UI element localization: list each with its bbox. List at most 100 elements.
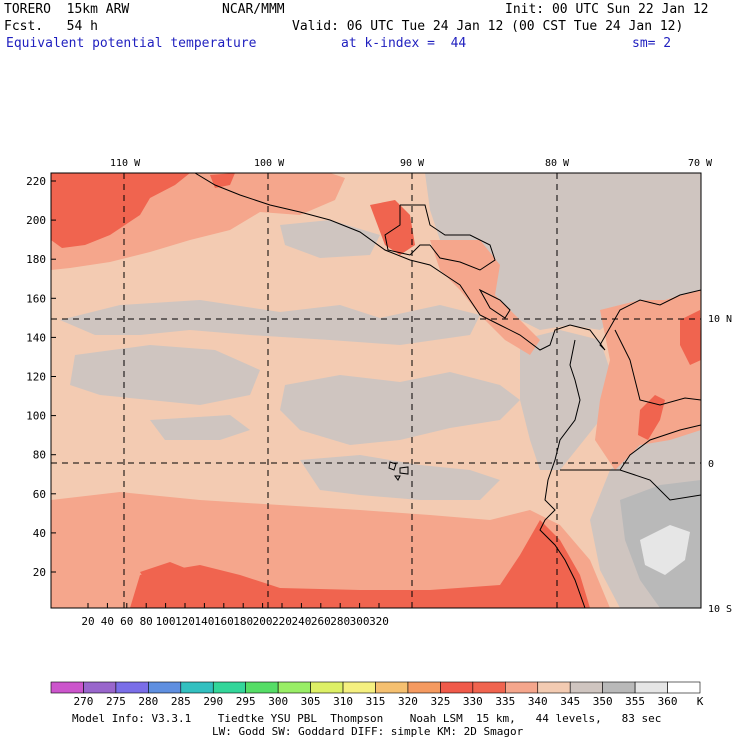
colorbar-swatch <box>602 681 636 694</box>
y-tick-label: 100 <box>26 410 46 423</box>
colorbar-swatch <box>569 681 603 694</box>
header-model: TORERO 15km ARW <box>4 2 130 17</box>
field-350-band-a <box>60 300 480 345</box>
y-tick-label: 60 <box>33 488 46 501</box>
y-tick-label: 20 <box>33 566 46 579</box>
lon-label-110w: 110 W <box>110 158 141 169</box>
colorbar-swatch <box>50 681 84 694</box>
map-field <box>51 173 701 608</box>
colorbar-swatch <box>245 681 279 694</box>
field-land-hot <box>638 395 665 440</box>
coastline-pacific-sa <box>539 339 586 608</box>
lon-label-100w: 100 W <box>254 158 285 169</box>
x-tick-label: 300 <box>350 615 370 628</box>
colorbar-swatch <box>375 681 409 694</box>
colorbar-label: 335 <box>495 695 515 708</box>
colorbar <box>50 681 701 694</box>
colorbar-label: 360 <box>658 695 678 708</box>
field-land-warm <box>595 290 701 470</box>
colorbar-swatch <box>537 681 571 694</box>
x-tick-label: 280 <box>330 615 350 628</box>
field-smoothing: sm= 2 <box>632 36 672 51</box>
field-335-speckle <box>140 562 190 585</box>
field-land-hot-b <box>680 310 701 365</box>
colorbar-label: 355 <box>625 695 645 708</box>
colorbar-label: 345 <box>560 695 580 708</box>
graticule <box>51 173 701 608</box>
x-tick-label: 200 <box>253 615 273 628</box>
coastline-cuba <box>478 288 511 319</box>
colorbar-label: 315 <box>366 695 386 708</box>
lon-label-80w: 80 W <box>545 158 570 169</box>
lat-label-10s: 10 S <box>708 604 732 615</box>
colorbar-label: 275 <box>106 695 126 708</box>
colorbar-swatch <box>440 681 474 694</box>
field-350-band-c <box>280 372 520 445</box>
field-350-band-b <box>70 345 260 405</box>
y-tick-label: 120 <box>26 371 46 384</box>
x-tick-label: 260 <box>311 615 331 628</box>
x-tick-label: 40 <box>101 615 114 628</box>
colorbar-swatch <box>472 681 506 694</box>
lat-label-0: 0 <box>708 459 714 470</box>
colorbar-swatch <box>277 681 311 694</box>
y-tick-label: 180 <box>26 253 46 266</box>
footer-physics: LW: Godd SW: Goddard DIFF: simple KM: 2D… <box>212 725 524 738</box>
x-tick-label: 100 <box>156 615 176 628</box>
colorbar-unit: K <box>697 695 704 708</box>
x-tick-label: 160 <box>214 615 234 628</box>
colorbar-swatch <box>212 681 247 694</box>
border-guatemala <box>384 205 430 256</box>
colorbar-swatch <box>310 681 344 694</box>
colorbar-swatch <box>148 681 182 694</box>
colorbar-label: 320 <box>398 695 418 708</box>
x-tick-label: 220 <box>272 615 292 628</box>
coastline-yucatan <box>400 204 496 271</box>
lon-label-70w: 70 W <box>688 158 713 169</box>
header-fcst: Fcst. 54 h <box>4 19 98 34</box>
y-axis-ticks: 220 200 180 160 140 120 100 80 60 40 20 <box>26 175 56 579</box>
field-land-lightest <box>640 525 690 575</box>
colorbar-swatch <box>342 681 376 694</box>
colorbar-label: 305 <box>301 695 321 708</box>
colorbar-label: 290 <box>203 695 223 708</box>
field-335-spot <box>210 173 235 188</box>
x-tick-label: 240 <box>291 615 311 628</box>
x-tick-label: 320 <box>369 615 389 628</box>
colorbar-label: 310 <box>333 695 353 708</box>
y-tick-label: 80 <box>33 449 46 462</box>
header-init: Init: 00 UTC Sun 22 Jan 12 <box>505 2 709 17</box>
x-tick-label: 120 <box>175 615 195 628</box>
border-venezuela <box>614 329 701 406</box>
field-ca-warm <box>430 240 540 355</box>
field-ca-hot <box>370 200 415 255</box>
coastline-mexico <box>194 173 571 351</box>
colorbar-label: 285 <box>171 695 191 708</box>
coastline-south-america <box>569 289 701 351</box>
colorbar-label: 330 <box>463 695 483 708</box>
colorbar-label: 325 <box>430 695 450 708</box>
field-land-grey-south <box>520 330 610 470</box>
header-valid: Valid: 06 UTC Tue 24 Jan 12 (00 CST Tue … <box>292 19 684 34</box>
colorbar-labels: 270 275 280 285 290 295 300 305 310 315 320 325 330 3… <box>74 695 678 708</box>
colorbar-label: 280 <box>138 695 158 708</box>
x-tick-label: 80 <box>140 615 153 628</box>
field-335-northwest <box>51 173 190 248</box>
field-350-band-e <box>150 415 250 440</box>
x-tick-label: 60 <box>120 615 133 628</box>
border-peru <box>619 424 701 471</box>
y-tick-label: 40 <box>33 527 46 540</box>
colorbar-label: 270 <box>74 695 94 708</box>
colorbar-label: 340 <box>528 695 548 708</box>
colorbar-swatch <box>407 681 441 694</box>
colorbar-label: 300 <box>268 695 288 708</box>
colorbar-swatch <box>667 681 701 694</box>
y-tick-label: 140 <box>26 331 46 344</box>
footer-model-info: Model Info: V3.3.1 Tiedtke YSU PBL Thomp… <box>72 712 661 725</box>
colorbar-label: 350 <box>593 695 613 708</box>
colorbar-label: 295 <box>236 695 256 708</box>
header-center: NCAR/MMM <box>222 2 285 17</box>
field-350-band-d <box>300 455 500 500</box>
colorbar-swatch <box>634 681 668 694</box>
